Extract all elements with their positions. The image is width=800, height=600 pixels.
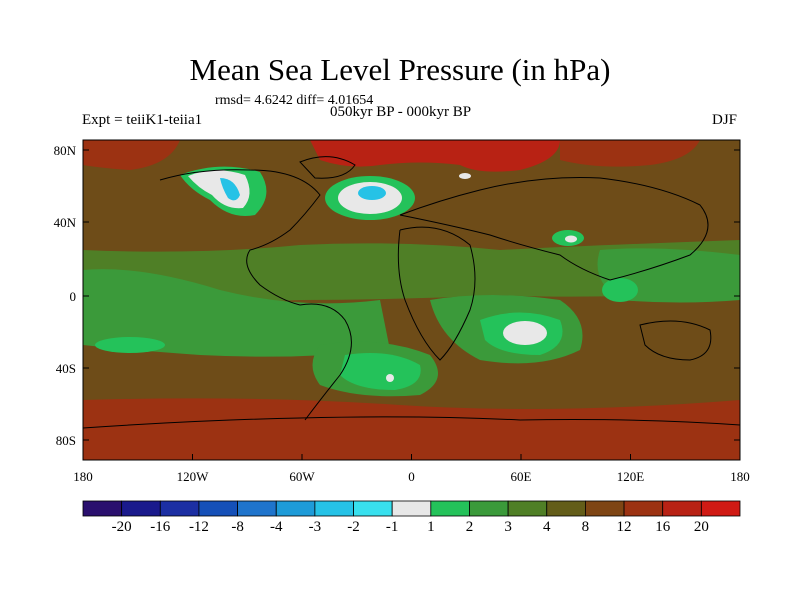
- lat-label-40n: 40N: [54, 215, 77, 230]
- map-title: Mean Sea Level Pressure (in hPa): [189, 52, 611, 87]
- lon-label-60w: 60W: [289, 469, 315, 484]
- lon-label-120e: 120E: [617, 469, 645, 484]
- lon-label-0: 0: [408, 469, 415, 484]
- colorbar-label: -12: [188, 519, 209, 535]
- lon-label-180e: 180: [730, 469, 750, 484]
- colorbar-label: 1: [427, 519, 435, 535]
- colorbar-swatch: [585, 500, 625, 517]
- colorbar-label: 8: [581, 519, 590, 535]
- colorbar-label: 20: [693, 519, 709, 535]
- coast-antarctica: [83, 416, 740, 429]
- pressure-field: [83, 140, 740, 460]
- colorbar-label: 16: [655, 519, 671, 535]
- colorbar-swatch: [623, 500, 664, 517]
- longitude-axis: 180 120W 60W 0 60E 120E 180: [73, 454, 750, 484]
- colorbar-label: -8: [231, 519, 244, 535]
- coast-australia: [639, 320, 712, 361]
- colorbar-swatch: [198, 500, 238, 517]
- colorbar-swatch: [662, 500, 702, 517]
- colorbar-swatch: [546, 500, 586, 517]
- coast-north-america: [159, 169, 321, 306]
- coast-africa: [397, 226, 476, 361]
- north-pacific-high: [83, 140, 180, 170]
- period-label: 050kyr BP - 000kyr BP: [330, 104, 472, 120]
- colorbar-label: -2: [347, 519, 360, 535]
- season-label: DJF: [712, 112, 738, 128]
- pacific-positive-zone: [83, 269, 390, 357]
- lon-label-60e: 60E: [511, 469, 532, 484]
- indian-ocean-core: [503, 321, 547, 345]
- colorbar-swatch: [275, 500, 316, 517]
- colorbar-label: -16: [150, 519, 171, 535]
- tibet-core: [565, 235, 577, 243]
- colorbar-label: -20: [111, 519, 132, 535]
- southern-high-belt: [83, 415, 740, 460]
- lat-label-80s: 80S: [56, 433, 76, 448]
- atlantic-core: [386, 374, 394, 382]
- stats-text: rmsd= 4.6242 diff= 4.01654: [215, 93, 374, 108]
- coast-south-america: [299, 303, 352, 421]
- colorbar-swatch: [82, 500, 123, 517]
- latitude-axis: 80N 40N 0 40S 80S: [54, 143, 740, 448]
- colorbar-swatch: [507, 500, 548, 517]
- colorbar-swatch: [391, 500, 432, 517]
- colorbar-label: 4: [543, 519, 551, 535]
- coastlines: [83, 156, 740, 429]
- colorbar-swatch: [430, 500, 470, 517]
- colorbar-swatch: [700, 500, 741, 517]
- experiment-label: Expt = teiiK1-teiia1: [82, 112, 203, 128]
- colorbar-label: 12: [616, 519, 632, 535]
- scandinavia-core: [459, 173, 471, 179]
- arctic-high: [310, 140, 560, 172]
- colorbar-swatch: [237, 500, 277, 517]
- siberian-high: [560, 140, 700, 167]
- north-america-core: [220, 178, 240, 201]
- lon-label-180w: 180: [73, 469, 93, 484]
- colorbar-swatch: [121, 500, 161, 517]
- colorbar-label: -3: [308, 519, 322, 535]
- lat-label-0: 0: [70, 289, 77, 304]
- lat-label-40s: 40S: [56, 361, 76, 376]
- south-pacific-patch: [95, 337, 165, 353]
- atlantic-south-strong: [340, 352, 421, 390]
- north-atlantic-core: [358, 186, 386, 200]
- colorbar-label: -4: [269, 519, 283, 535]
- coast-eurasia: [399, 177, 709, 281]
- southern-high-band: [83, 398, 740, 420]
- colorbar-label: -1: [385, 519, 399, 535]
- lat-label-80n: 80N: [54, 143, 77, 158]
- colorbar-swatch: [314, 500, 354, 517]
- colorbar-swatch: [159, 500, 200, 517]
- west-pacific-patch: [602, 278, 638, 302]
- lon-label-120w: 120W: [177, 469, 210, 484]
- colorbar-label: 3: [504, 519, 512, 535]
- colorbar-swatch: [353, 500, 393, 517]
- colorbar-label: 2: [465, 519, 474, 535]
- coast-greenland: [299, 156, 356, 179]
- colorbar: [82, 500, 741, 517]
- colorbar-swatch: [469, 500, 509, 517]
